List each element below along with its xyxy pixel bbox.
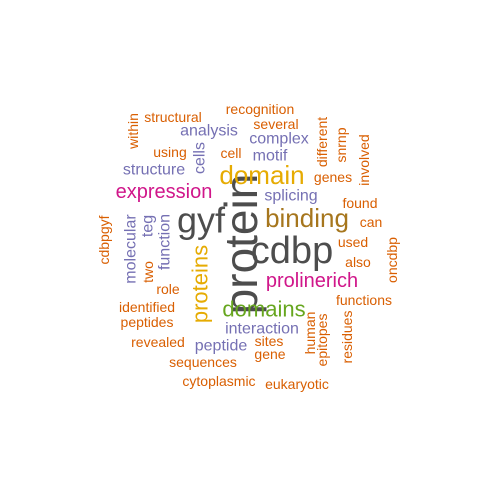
word-functions: functions [336, 292, 392, 308]
word-proteins: proteins [188, 245, 213, 323]
word-structure: structure [123, 162, 185, 179]
word-two: two [140, 261, 156, 283]
word-splicing: splicing [264, 188, 317, 205]
word-identified: identified [119, 299, 175, 315]
word-snrnp: snrnp [333, 127, 349, 162]
word-motif: motif [253, 148, 288, 165]
word-revealed: revealed [131, 334, 185, 350]
word-using: using [153, 144, 186, 160]
word-genes: genes [314, 169, 352, 185]
word-oncdbp: oncdbp [384, 237, 400, 283]
word-also: also [345, 254, 371, 270]
word-prolinerich: prolinerich [266, 270, 358, 292]
word-sequences: sequences [169, 354, 237, 370]
word-different: different [314, 117, 330, 167]
word-domain: domain [219, 160, 304, 190]
word-gene: gene [254, 346, 285, 362]
word-used: used [338, 234, 368, 250]
word-found: found [342, 195, 377, 211]
word-domains: domains [222, 297, 305, 322]
word-peptide: peptide [195, 338, 248, 355]
word-human: human [302, 312, 318, 355]
word-teg: teg [140, 215, 157, 237]
word-cytoplasmic: cytoplasmic [182, 373, 255, 389]
word-cdbpgyf: cdbpgyf [96, 215, 112, 264]
word-residues: residues [339, 311, 355, 364]
word-peptides: peptides [121, 314, 174, 330]
word-epitopes: epitopes [314, 314, 330, 367]
word-function: function [157, 214, 174, 270]
word-gyf: gyf [177, 200, 226, 241]
word-eukaryotic: eukaryotic [265, 376, 329, 392]
word-several: several [253, 116, 298, 132]
word-molecular: molecular [123, 214, 140, 284]
word-protein: protein [215, 174, 267, 315]
word-structural: structural [144, 109, 202, 125]
word-recognition: recognition [226, 101, 295, 117]
word-binding: binding [265, 203, 349, 233]
word-involved: involved [356, 134, 372, 185]
word-can: can [360, 214, 383, 230]
word-complex: complex [249, 131, 309, 148]
word-cell: cell [220, 145, 241, 161]
word-role: role [156, 281, 180, 297]
word-within: within [125, 113, 141, 150]
word-sites: sites [255, 333, 284, 349]
word-expression: expression [116, 181, 213, 203]
word-analysis: analysis [180, 123, 238, 140]
word-cdbp: cdbp [251, 230, 333, 272]
word-cells: cells [192, 142, 209, 174]
word-interaction: interaction [225, 321, 299, 338]
